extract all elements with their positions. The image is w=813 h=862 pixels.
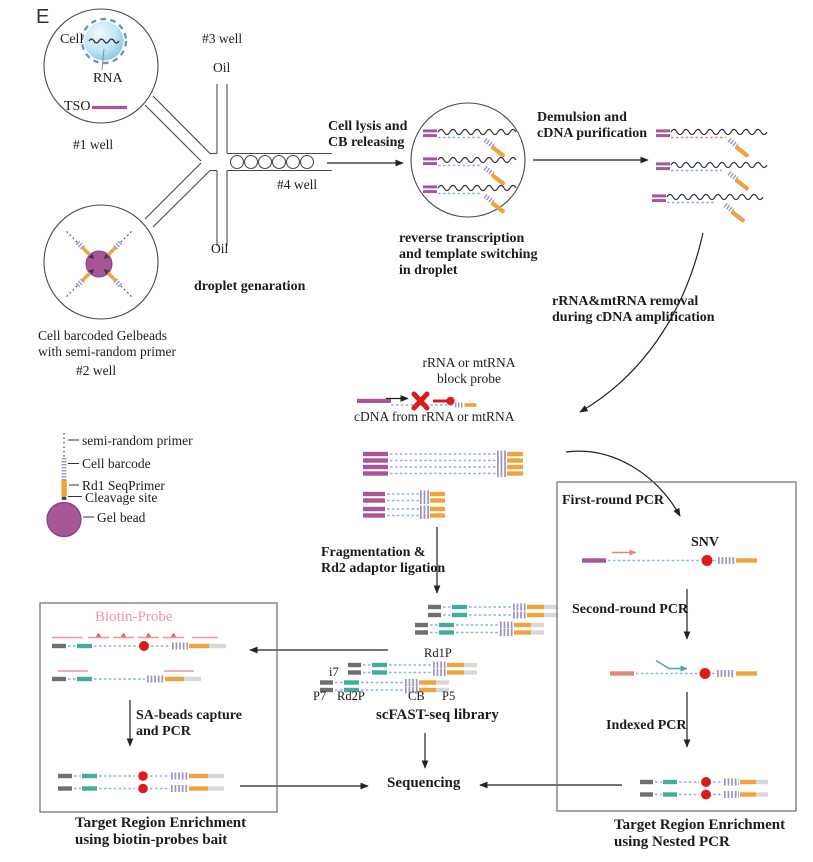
legend-graphic — [46, 433, 94, 538]
red-x-icon — [411, 391, 430, 411]
to-nested-pcr-arrow — [565, 450, 681, 517]
indexed-molecules — [640, 777, 768, 800]
rt-label: reverse transcription and template switc… — [399, 231, 538, 279]
nested-box-graphic — [556, 481, 797, 812]
panel-label: E — [36, 6, 50, 28]
biotin-probe-row — [52, 631, 226, 651]
droplets-in-channel — [229, 154, 315, 170]
well1-label: #1 well — [73, 137, 114, 152]
biotin-box-graphic — [39, 602, 278, 813]
snv-molecule — [582, 549, 757, 566]
gelbeads-caption: Cell barcoded Gelbeads with semi-random … — [38, 328, 176, 359]
legend-gel-bead: Gel bead — [97, 510, 146, 525]
oil-bottom-label: Oil — [211, 241, 229, 256]
legend-semi-random-primer: semi-random primer — [82, 433, 193, 448]
indexed-label: Indexed PCR — [606, 718, 687, 733]
rt-droplet-circle — [410, 102, 526, 218]
library-molecules — [320, 663, 477, 692]
round1-label: First-round PCR — [562, 493, 665, 508]
droplet-generation-label: droplet genaration — [194, 279, 306, 294]
purified-cdna-molecules — [652, 129, 767, 223]
well1-circle — [43, 8, 159, 124]
lysis-label: Cell lysis and CB releasing — [328, 119, 408, 151]
biotin-caption: Target Region Enrichment using biotin-pr… — [75, 815, 247, 849]
legend-cleavage-site: Cleavage site — [85, 489, 158, 505]
cell-icon — [80, 17, 128, 71]
amplified-cdna-long — [363, 452, 523, 476]
block-probe-molecule — [357, 391, 477, 411]
lib-part-i7: i7 — [329, 665, 339, 679]
nested-caption: Target Region Enrichment using Nested PC… — [614, 817, 786, 851]
gel-bead-icon — [85, 250, 113, 278]
block-probe-label: rRNA or mtRNA block probe — [422, 355, 516, 386]
lib-part-rd2p: Rd2P — [337, 689, 365, 703]
captured-molecules — [58, 771, 224, 793]
amplified-cdna-short — [363, 492, 445, 518]
fragmentation-label: Fragmentation & Rd2 adaptor ligation — [321, 545, 446, 577]
oil-top-label: Oil — [213, 60, 231, 75]
rrna-removal-arrow — [579, 232, 704, 413]
rrna-removal-label: rRNA&mtRNA removal during cDNA amplifica… — [552, 294, 715, 326]
well4-label: #4 well — [277, 177, 318, 192]
lib-part-rd1p: Rd1P — [424, 646, 452, 660]
legend-rd1-icon — [61, 480, 67, 496]
round2-primer-icon — [655, 659, 688, 672]
cell-label: Cell — [60, 32, 84, 47]
legend-rd1-seqprimer: Rd1 SeqPrimer — [82, 477, 165, 493]
legend-gel-bead-icon — [46, 501, 82, 538]
legend-cell-barcode: Cell barcode — [82, 456, 151, 471]
snv-label: SNV — [691, 535, 720, 550]
rna-cdna-molecule — [423, 129, 516, 214]
legend-cleavage-icon — [61, 496, 67, 500]
round2-molecule — [610, 659, 757, 679]
biotin-probe-row2 — [52, 670, 201, 683]
well2-label: #2 well — [76, 363, 117, 378]
well2-circle — [43, 204, 159, 320]
block-probe-icon — [433, 396, 455, 406]
biotin-probe-title: Biotin-Probe — [95, 609, 173, 625]
library-label: scFAST-seq library — [376, 707, 499, 723]
demulsion-label: Demulsion and cDNA purification — [537, 110, 648, 142]
lib-part-cb: CB — [408, 689, 425, 703]
biotin-box-border — [39, 602, 278, 813]
rna-label: RNA — [93, 71, 123, 86]
sequencing-label: Sequencing — [387, 775, 461, 791]
well3-label: #3 well — [202, 31, 243, 46]
tso-label: TSO — [64, 99, 91, 114]
round2-label: Second-round PCR — [572, 602, 689, 617]
cdna-from-label: cDNA from rRNA or mtRNA — [354, 409, 515, 424]
nested-box-border — [556, 481, 797, 812]
sa-beads-label: SA-beads capture and PCR — [136, 708, 242, 740]
lib-part-p7: P7 — [313, 689, 327, 703]
microfluidic-channels — [144, 84, 332, 246]
fragmented-molecules — [415, 605, 557, 635]
lib-part-p5: P5 — [442, 689, 456, 703]
